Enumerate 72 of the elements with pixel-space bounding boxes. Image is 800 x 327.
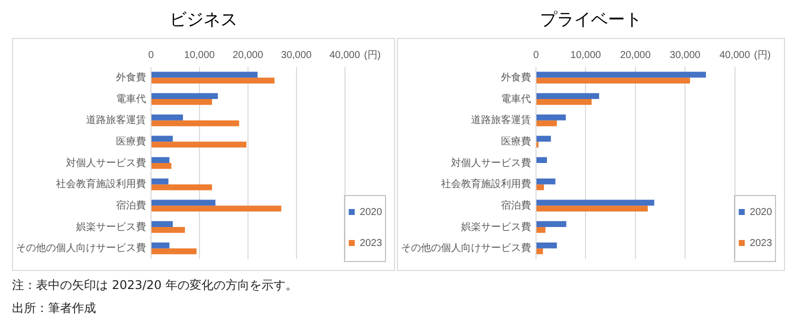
bar	[536, 93, 600, 99]
y-tick-label: 社会教育施設利用費	[441, 178, 531, 190]
x-tick-label: 40,000	[719, 50, 750, 61]
bar	[152, 136, 173, 142]
bar	[152, 184, 212, 190]
bar	[152, 248, 197, 254]
bar	[152, 227, 185, 233]
bar	[152, 72, 258, 78]
x-tick-label: 30,000	[670, 50, 701, 61]
y-tick-label: 道路旅客運賃	[86, 114, 146, 126]
bar	[152, 200, 216, 206]
y-tick-label: 電車代	[501, 92, 531, 105]
x-tick-label: 30,000	[281, 50, 312, 61]
legend-label: 2020	[360, 206, 382, 218]
y-tick-label: 宿泊費	[116, 199, 146, 212]
y-tick-label: 外食費	[116, 71, 146, 84]
y-tick-label: 娯楽サービス費	[461, 220, 531, 233]
x-tick-label: 40,000	[329, 50, 360, 61]
bar	[152, 178, 168, 184]
bar	[536, 200, 654, 206]
bar	[152, 114, 183, 120]
bar	[536, 248, 543, 254]
bar	[536, 72, 706, 78]
bar	[536, 120, 557, 126]
bar	[152, 163, 172, 169]
x-tick-label: 0	[148, 50, 154, 61]
bar	[152, 142, 246, 148]
y-tick-label: 外食費	[501, 71, 531, 84]
y-tick-label: 医療費	[501, 135, 531, 148]
x-tick-label: 0	[533, 50, 540, 61]
y-tick-label: その他の個人向けサービス費	[401, 242, 531, 254]
y-tick-label: 宿泊費	[501, 199, 531, 212]
bar	[536, 78, 690, 84]
y-tick-label: 対個人サービス費	[451, 156, 531, 169]
y-tick-label: 電車代	[116, 92, 146, 105]
y-tick-label: 医療費	[116, 135, 146, 148]
x-tick-label: 10,000	[184, 50, 216, 61]
bar	[152, 242, 170, 248]
bar	[536, 99, 592, 105]
bar	[536, 242, 557, 248]
x-axis-title: (円)	[754, 50, 771, 61]
chart-title: ビジネス	[168, 8, 238, 32]
x-tick-label: 10,000	[570, 50, 602, 61]
bar	[536, 178, 556, 184]
y-tick-label: 娯楽サービス費	[76, 220, 146, 233]
y-tick-label: 道路旅客運賃	[471, 114, 531, 126]
bar	[152, 206, 282, 212]
legend-label: 2023	[750, 238, 772, 249]
legend-label: 2020	[750, 206, 772, 218]
chart-title: プライベート	[539, 8, 643, 32]
y-tick-label: その他の個人向けサービス費	[16, 242, 146, 254]
bar	[536, 184, 544, 190]
text: 注：表中の矢印は 2023/20 年の変化の方向を示す。	[12, 277, 298, 294]
legend-label: 2023	[360, 238, 382, 249]
bar	[152, 157, 170, 163]
bar	[536, 136, 551, 142]
bar	[536, 227, 546, 233]
y-tick-label: 社会教育施設利用費	[56, 178, 146, 190]
x-tick-label: 20,000	[232, 50, 264, 61]
bar	[152, 120, 240, 126]
x-tick-label: 20,000	[620, 50, 652, 61]
x-axis-title: (円)	[364, 50, 381, 61]
y-tick-label: 対個人サービス費	[66, 156, 146, 169]
bar	[536, 221, 566, 227]
bar	[536, 206, 648, 212]
bar	[152, 78, 275, 84]
bar	[536, 114, 566, 120]
bar	[536, 157, 547, 163]
bar	[152, 221, 173, 227]
bar	[152, 93, 218, 99]
text: 出所：筆者作成	[12, 300, 97, 317]
bar	[152, 99, 212, 105]
